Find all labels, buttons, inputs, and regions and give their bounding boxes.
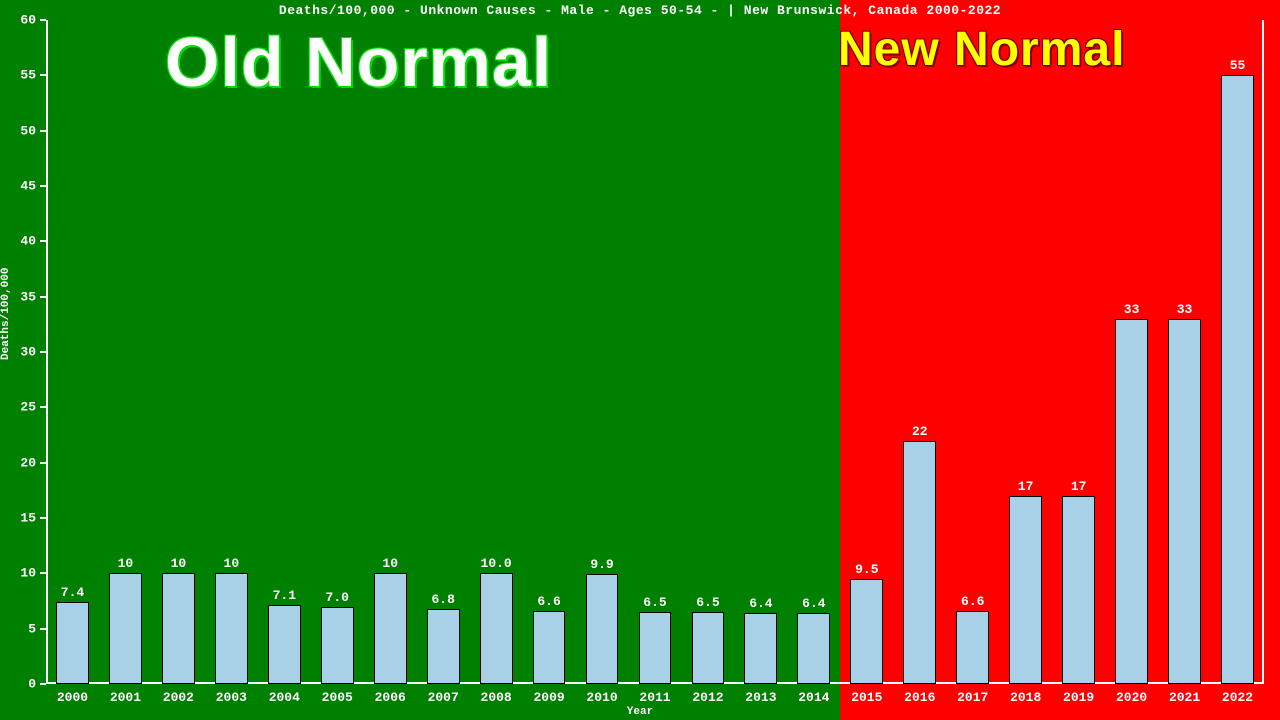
bar-value-label: 10 [382,556,398,573]
bar [321,607,354,684]
xtick-label: 2009 [533,684,564,705]
ytick-label: 0 [28,677,46,692]
xtick-label: 2011 [639,684,670,705]
bar-value-label: 6.4 [802,596,825,613]
bar [956,611,989,684]
bar-value-label: 9.9 [590,557,613,574]
bar-value-label: 17 [1018,479,1034,496]
xtick-label: 2005 [322,684,353,705]
bar-value-label: 10 [118,556,134,573]
bar-value-label: 33 [1177,302,1193,319]
bar [480,573,513,684]
y-axis-label: Deaths/100,000 [0,268,12,360]
annotation-old-normal: Old Normal [165,22,552,102]
bar-value-label: 55 [1230,58,1246,75]
bar-value-label: 6.5 [643,595,666,612]
xtick-label: 2008 [481,684,512,705]
xtick-label: 2001 [110,684,141,705]
bar [797,613,830,684]
xtick-label: 2018 [1010,684,1041,705]
x-axis-label: Year [0,706,1280,718]
xtick-label: 2003 [216,684,247,705]
bar-value-label: 6.6 [537,594,560,611]
chart-title: Deaths/100,000 - Unknown Causes - Male -… [0,3,1280,18]
xtick-label: 2012 [692,684,723,705]
xtick-label: 2013 [745,684,776,705]
bar [427,609,460,684]
bar [744,613,777,684]
bar [1062,496,1095,684]
bar [374,573,407,684]
xtick-label: 2015 [851,684,882,705]
xtick-label: 2006 [375,684,406,705]
bar-value-label: 6.5 [696,595,719,612]
xtick-label: 2022 [1222,684,1253,705]
bar-value-label: 6.6 [961,594,984,611]
bar-value-label: 6.4 [749,596,772,613]
chart-container: Deaths/100,000 - Unknown Causes - Male -… [0,0,1280,720]
bar [1009,496,1042,684]
bar [692,612,725,684]
bar-value-label: 10.0 [481,556,512,573]
axis-line [46,20,48,684]
bar-value-label: 17 [1071,479,1087,496]
bar [162,573,195,684]
xtick-label: 2007 [428,684,459,705]
bar [850,579,883,684]
xtick-label: 2019 [1063,684,1094,705]
ytick-label: 60 [20,13,46,28]
xtick-label: 2004 [269,684,300,705]
bar [215,573,248,684]
bar-value-label: 7.4 [61,585,84,602]
axis-line [1262,20,1264,684]
xtick-label: 2016 [904,684,935,705]
ytick-label: 15 [20,511,46,526]
xtick-label: 2010 [586,684,617,705]
ytick-label: 50 [20,123,46,138]
ytick-label: 30 [20,345,46,360]
plot-area: 0510152025303540455055607.42000102001102… [46,20,1264,684]
bar-value-label: 9.5 [855,562,878,579]
ytick-label: 40 [20,234,46,249]
ytick-label: 25 [20,400,46,415]
bar [533,611,566,684]
bar [586,574,619,684]
xtick-label: 2000 [57,684,88,705]
bar [109,573,142,684]
bar [639,612,672,684]
bar-value-label: 33 [1124,302,1140,319]
xtick-label: 2020 [1116,684,1147,705]
bar-value-label: 7.0 [326,590,349,607]
bar [268,605,301,684]
annotation-new-normal: New Normal [838,22,1125,77]
bar [1221,75,1254,684]
bar-value-label: 22 [912,424,928,441]
ytick-label: 35 [20,289,46,304]
ytick-label: 55 [20,68,46,83]
bar [1168,319,1201,684]
ytick-label: 20 [20,455,46,470]
bar-value-label: 6.8 [431,592,454,609]
bar-value-label: 10 [224,556,240,573]
xtick-label: 2017 [957,684,988,705]
ytick-label: 5 [28,621,46,636]
bar-value-label: 7.1 [273,588,296,605]
bar [1115,319,1148,684]
bar [903,441,936,684]
ytick-label: 45 [20,179,46,194]
bar [56,602,89,684]
xtick-label: 2021 [1169,684,1200,705]
ytick-label: 10 [20,566,46,581]
bar-value-label: 10 [171,556,187,573]
xtick-label: 2002 [163,684,194,705]
xtick-label: 2014 [798,684,829,705]
